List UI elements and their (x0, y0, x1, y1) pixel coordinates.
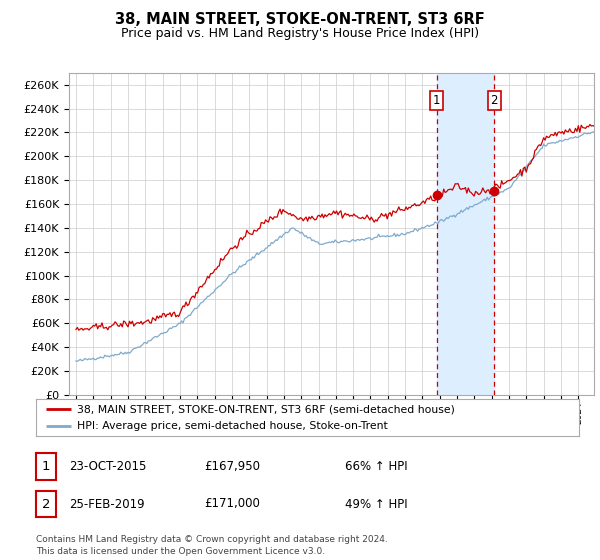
Text: 2: 2 (41, 497, 50, 511)
Text: 23-OCT-2015: 23-OCT-2015 (69, 460, 146, 473)
Text: 25-FEB-2019: 25-FEB-2019 (69, 497, 145, 511)
Text: HPI: Average price, semi-detached house, Stoke-on-Trent: HPI: Average price, semi-detached house,… (77, 421, 388, 431)
Text: Price paid vs. HM Land Registry's House Price Index (HPI): Price paid vs. HM Land Registry's House … (121, 27, 479, 40)
Text: £167,950: £167,950 (204, 460, 260, 473)
Text: Contains HM Land Registry data © Crown copyright and database right 2024.
This d: Contains HM Land Registry data © Crown c… (36, 535, 388, 556)
Text: 66% ↑ HPI: 66% ↑ HPI (345, 460, 407, 473)
Text: 1: 1 (433, 94, 440, 107)
Bar (437, 73, 494, 395)
Text: 2: 2 (491, 94, 498, 107)
Text: £171,000: £171,000 (204, 497, 260, 511)
Text: 38, MAIN STREET, STOKE-ON-TRENT, ST3 6RF (semi-detached house): 38, MAIN STREET, STOKE-ON-TRENT, ST3 6RF… (77, 404, 455, 414)
Text: 49% ↑ HPI: 49% ↑ HPI (345, 497, 407, 511)
Text: 1: 1 (41, 460, 50, 473)
Text: 38, MAIN STREET, STOKE-ON-TRENT, ST3 6RF: 38, MAIN STREET, STOKE-ON-TRENT, ST3 6RF (115, 12, 485, 27)
